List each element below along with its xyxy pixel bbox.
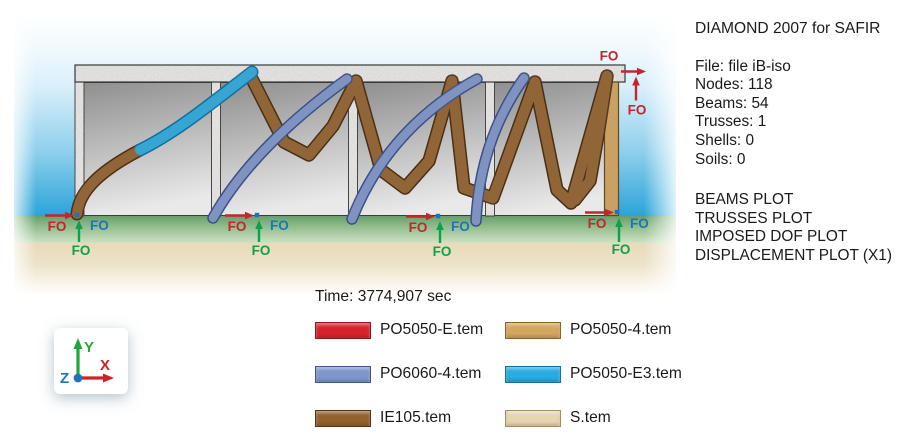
- time-label: Time: 3774,907 sec: [315, 288, 452, 305]
- plot-list-line: TRUSSES PLOT: [695, 209, 813, 227]
- right-edge-fade: [644, 0, 690, 300]
- fo-label-y: FO: [72, 243, 91, 258]
- fo-label-x: FO: [409, 220, 428, 235]
- legend-swatch: [315, 321, 371, 339]
- legend-swatch: [315, 409, 371, 427]
- fo-support-3: FO FO FO: [406, 212, 470, 259]
- origin-node-icon: [73, 373, 83, 383]
- fo-label-x: FO: [48, 219, 67, 234]
- soil-band: [14, 243, 676, 295]
- fo-label-z: FO: [630, 216, 649, 231]
- fo-label-y: FO: [252, 243, 271, 258]
- plot-list: BEAMS PLOT TRUSSES PLOT IMPOSED DOF PLOT…: [695, 191, 910, 265]
- plot-list-line: DISPLACEMENT PLOT (X1): [695, 246, 892, 264]
- fo-label-x: FO: [588, 216, 607, 231]
- z-axis-label: Z: [60, 370, 69, 387]
- fo-label-z: FO: [451, 219, 470, 234]
- info-panel: DIAMOND 2007 for SAFIR File: file iB-iso…: [695, 20, 910, 266]
- info-line: File: file iB-iso: [695, 57, 791, 75]
- y-axis-label: Y: [84, 339, 94, 356]
- info-line: Nodes: 118: [695, 76, 773, 94]
- fo-label-side: FO: [628, 103, 647, 118]
- fo-arrow-y-icon: [615, 218, 623, 227]
- fo-arrow-y-icon: [75, 220, 83, 229]
- legend-swatch: [505, 321, 561, 339]
- support-node-icon: [614, 209, 620, 215]
- fo-arrow-y-icon: [436, 221, 444, 230]
- x-axis-arrow-icon: [103, 373, 114, 383]
- fo-label-top: FO: [600, 49, 619, 64]
- model-info: File: file iB-iso Nodes: 118 Beams: 54 T…: [695, 58, 910, 170]
- info-line: Trusses: 1: [695, 113, 767, 131]
- fo-arrow-x-icon: [605, 208, 614, 217]
- app-title: DIAMOND 2007 for SAFIR: [695, 20, 881, 37]
- legend-swatch: [505, 409, 561, 427]
- legend-label: PO5050-4.tem: [570, 321, 672, 338]
- fo-support-4: FO FO FO: [585, 208, 649, 257]
- fo-label-z: FO: [90, 218, 109, 233]
- fo-arrow-y-icon: [255, 220, 263, 229]
- info-line: Soils: 0: [695, 150, 746, 168]
- x-axis-label: X: [100, 357, 110, 374]
- fo-arrow-x-icon: [245, 211, 254, 220]
- legend-label: PO5050-E3.tem: [570, 365, 682, 382]
- y-axis-arrow-icon: [73, 338, 83, 349]
- fo-label-y: FO: [612, 242, 631, 257]
- axis-triad-icon: Y X Z: [60, 338, 114, 387]
- plot-list-line: IMPOSED DOF PLOT: [695, 228, 848, 246]
- texture-overlay: [72, 64, 626, 226]
- info-line: Beams: 54: [695, 94, 769, 112]
- legend-grid: PO5050-E.tem PO5050-4.tem PO6060-4.tem P…: [315, 321, 700, 427]
- plot-area: FO FO FO FO FO FO FO FO FO: [0, 0, 690, 300]
- fo-label-y: FO: [433, 244, 452, 259]
- legend-label: IE105.tem: [380, 409, 452, 426]
- fo-top-right: FO FO: [600, 49, 647, 118]
- support-node-icon: [74, 212, 80, 218]
- left-edge-fade: [0, 0, 36, 300]
- axis-triad: Y X Z: [54, 328, 128, 394]
- legend-label: S.tem: [570, 409, 611, 426]
- fo-arrow-x-icon: [65, 211, 74, 220]
- fo-support-2: FO FO FO: [225, 211, 289, 258]
- structure-plot: FO FO FO FO FO FO FO FO FO: [45, 49, 649, 259]
- support-node-icon: [435, 213, 441, 219]
- legend-label: PO5050-E.tem: [380, 321, 484, 338]
- legend-swatch: [505, 365, 561, 383]
- legend-swatch: [315, 365, 371, 383]
- fo-arrow-x-icon: [426, 212, 435, 221]
- fo-label-z: FO: [270, 218, 289, 233]
- fo-support-1: FO FO FO: [45, 211, 109, 258]
- fo-arrow-right-icon: [637, 67, 646, 76]
- fo-arrow-up-icon: [632, 76, 640, 86]
- legend: Time: 3774,907 sec PO5050-E.tem PO5050-4…: [315, 288, 700, 427]
- legend-label: PO6060-4.tem: [380, 365, 482, 382]
- grass-band: [14, 216, 676, 243]
- support-node-icon: [254, 212, 260, 218]
- info-line: Shells: 0: [695, 131, 755, 149]
- fo-label-x: FO: [228, 219, 247, 234]
- plot-list-line: BEAMS PLOT: [695, 191, 794, 209]
